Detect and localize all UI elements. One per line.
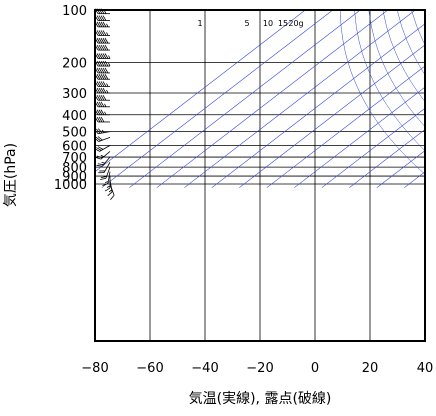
wind-barb-flag	[107, 192, 112, 196]
y-axis-title: 気圧(hPa)	[3, 143, 19, 207]
wind-barb	[95, 110, 110, 115]
wind-barb	[95, 88, 110, 93]
wind-barb-half-flag	[107, 90, 109, 93]
x-tick-label: 40	[417, 361, 434, 376]
isotherm-line	[432, 10, 436, 188]
wind-barb	[95, 81, 110, 86]
wind-barb-half-flag	[107, 186, 110, 188]
wind-barb	[95, 22, 110, 27]
y-tick-label: 500	[62, 126, 87, 141]
dry-adiabat-line	[426, 10, 436, 188]
plot-area	[74, 10, 436, 188]
wind-barb-flag	[96, 128, 100, 133]
x-tick-label: −80	[81, 361, 108, 376]
y-tick-label: 400	[62, 109, 87, 124]
wind-barb-flag	[109, 195, 115, 200]
x-tick-labels: −80 −60 −40 −20 0 20 40	[81, 361, 433, 376]
wind-barb-half-flag	[109, 63, 111, 66]
wind-barb-half-flag	[105, 11, 107, 14]
mixing-ratio-label: 20g	[288, 19, 303, 28]
isotherm-line	[157, 10, 388, 188]
isotherm-line	[322, 10, 436, 188]
wind-barb-half-flag	[105, 112, 107, 115]
isotherm-line	[404, 10, 436, 188]
x-tick-label: 20	[362, 361, 379, 376]
wind-barb	[95, 16, 110, 21]
wind-barb	[95, 45, 110, 50]
x-axis-title: 気温(実線), 露点(破線)	[189, 391, 332, 407]
wind-barb	[94, 133, 110, 143]
y-tick-label: 100	[62, 4, 87, 19]
isotherm-line	[129, 10, 360, 188]
x-tick-label: −60	[136, 361, 163, 376]
isotherm-line	[294, 10, 436, 188]
x-tick-label: −20	[246, 361, 273, 376]
wind-barb	[94, 127, 110, 135]
wind-barb-half-flag	[107, 24, 109, 27]
mixing-ratio-label: 1	[197, 19, 202, 28]
isotherm-line	[184, 10, 415, 188]
grid-lines	[95, 10, 425, 341]
isotherm-line	[102, 10, 333, 188]
isotherm-line	[74, 10, 305, 188]
y-tick-label: 300	[62, 87, 87, 102]
wind-barb	[95, 61, 110, 66]
x-tick-label: −40	[191, 361, 218, 376]
wind-barb-flag	[105, 188, 110, 191]
wind-barb	[95, 74, 110, 79]
wind-barb	[95, 95, 110, 100]
dry-adiabat-line	[355, 10, 436, 188]
wind-barb	[95, 117, 110, 122]
wind-barb	[95, 38, 110, 43]
mixing-ratio-label: 15	[278, 19, 288, 28]
wind-barb-half-flag	[107, 32, 109, 35]
wind-barb-half-flag	[105, 104, 107, 107]
wind-barbs	[94, 9, 115, 200]
wind-barb	[95, 54, 110, 59]
wind-barb-half-flag	[107, 83, 109, 86]
isotherm-line	[377, 10, 436, 188]
wind-barb-flag	[98, 128, 102, 133]
wind-barb	[95, 141, 110, 153]
isotherm-line	[239, 10, 436, 188]
dry-adiabat-line	[411, 10, 436, 188]
x-tick-label: 0	[311, 361, 319, 376]
mixing-ratio-label: 10	[263, 19, 273, 28]
wind-barb	[95, 68, 110, 73]
y-tick-label: 1000	[54, 178, 87, 193]
wind-barb	[95, 30, 110, 35]
wind-barb-half-flag	[109, 56, 111, 59]
y-tick-label: 200	[62, 56, 87, 71]
wind-barb	[95, 102, 110, 107]
mixing-ratio-label: 5	[244, 19, 249, 28]
isotherm-line	[212, 10, 436, 188]
